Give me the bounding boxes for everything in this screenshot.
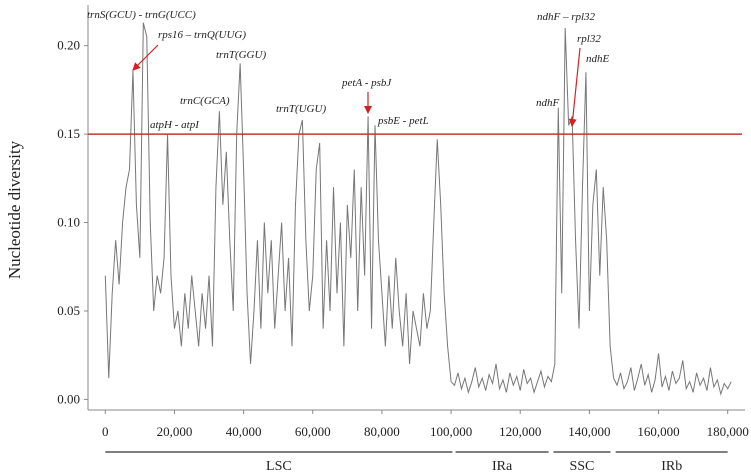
annotation: trnC(GCA) xyxy=(180,95,230,107)
region-label: LSC xyxy=(266,459,292,473)
annotation: trnT(UGU) xyxy=(276,103,326,115)
annotation: ndhF – rpl32 xyxy=(537,11,596,23)
annotation: rps16 – trnQ(UUG) xyxy=(158,29,246,41)
x-tick-label: 100,000 xyxy=(430,424,472,439)
annotation: atpH - atpI xyxy=(150,119,200,131)
annotation-arrow xyxy=(568,47,581,127)
annotation: trnT(GGU) xyxy=(216,49,266,61)
x-tick-label: 120,000 xyxy=(499,424,541,439)
annotation: rpl32 xyxy=(577,33,601,45)
y-axis-label: Nucleotide diversity xyxy=(5,140,24,279)
y-tick-label: 0.20 xyxy=(57,38,80,53)
y-tick-label: 0.05 xyxy=(57,303,80,318)
x-tick-label: 180,000 xyxy=(707,424,749,439)
region-label: IRa xyxy=(492,459,513,473)
y-tick-label: 0.10 xyxy=(57,215,80,230)
region-label: SSC xyxy=(569,459,594,473)
annotation: ndhF xyxy=(536,97,560,109)
data-line xyxy=(104,22,732,396)
annotation: petA - psbJ xyxy=(341,77,392,89)
x-tick-label: 80,000 xyxy=(364,424,400,439)
x-tick-label: 140,000 xyxy=(568,424,610,439)
y-tick-label: 0.15 xyxy=(57,126,80,141)
x-tick-label: 40,000 xyxy=(226,424,262,439)
annotation-arrow xyxy=(132,44,159,71)
y-tick-label: 0.00 xyxy=(57,391,80,406)
annotation: ndhE xyxy=(586,53,610,65)
x-tick-label: 20,000 xyxy=(157,424,193,439)
region-label: IRb xyxy=(661,459,682,473)
annotation: psbE - petL xyxy=(377,115,429,127)
annotation: trnS(GCU) - trnG(UCC) xyxy=(87,9,196,21)
x-tick-label: 160,000 xyxy=(637,424,679,439)
x-tick-label: 0 xyxy=(102,424,109,439)
x-tick-label: 60,000 xyxy=(295,424,331,439)
